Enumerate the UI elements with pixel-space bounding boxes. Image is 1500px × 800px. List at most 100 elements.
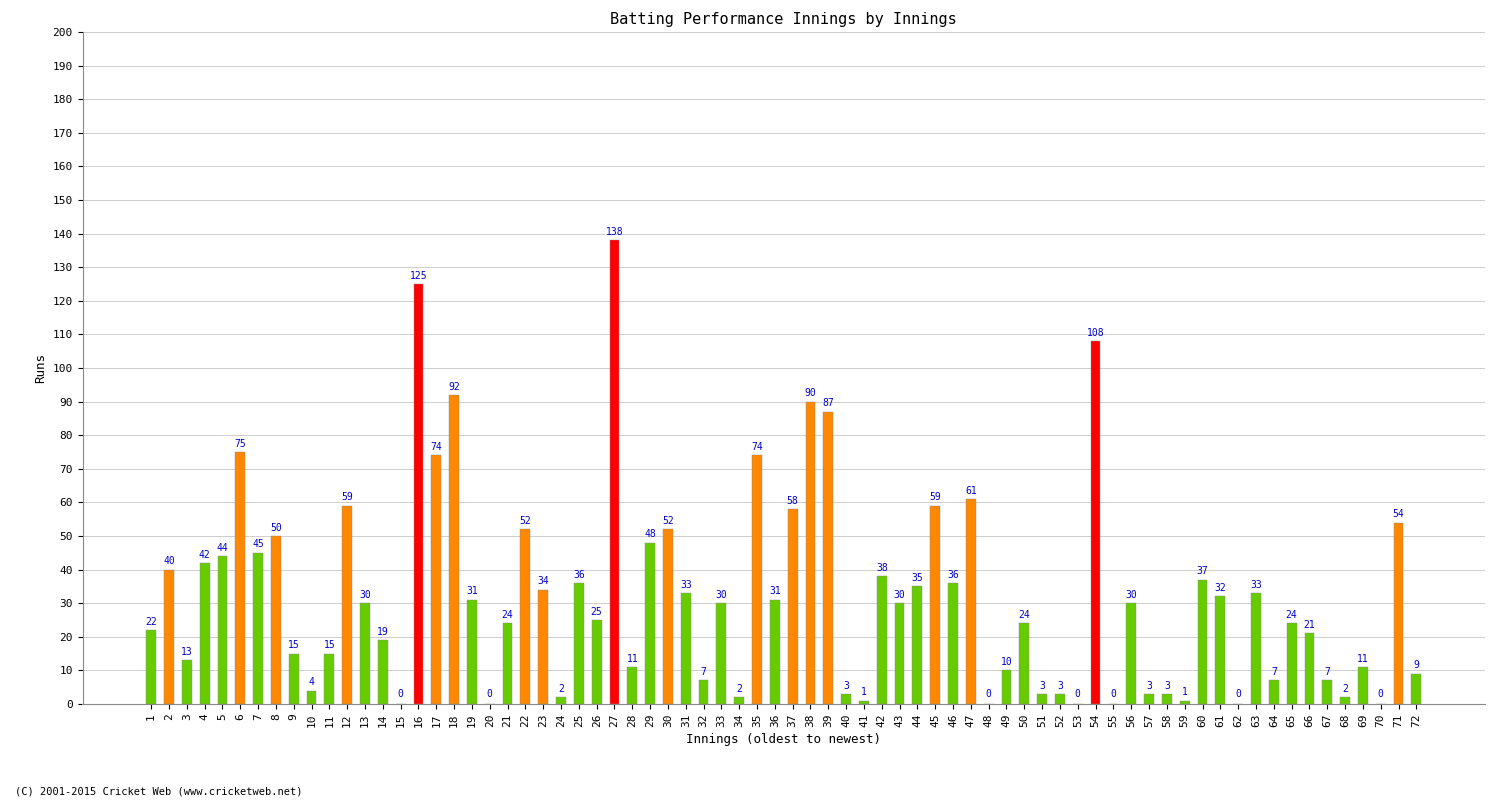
Bar (878, 576, 886, 704)
Text: 31: 31 (466, 586, 478, 597)
Bar (1002, 670, 1011, 704)
Text: 30: 30 (358, 590, 370, 600)
Bar (272, 536, 280, 704)
Bar (1197, 580, 1208, 704)
Text: 1: 1 (861, 687, 867, 698)
Bar (1340, 698, 1350, 704)
Bar (503, 623, 513, 704)
Text: 34: 34 (537, 576, 549, 586)
Text: 4: 4 (309, 677, 315, 687)
Bar (788, 509, 798, 704)
Text: 13: 13 (182, 647, 192, 657)
Text: 59: 59 (930, 492, 940, 502)
Bar (966, 499, 976, 704)
Text: 45: 45 (252, 539, 264, 550)
Bar (556, 698, 566, 704)
Bar (1036, 694, 1047, 704)
X-axis label: Innings (oldest to newest): Innings (oldest to newest) (686, 733, 882, 746)
Text: 30: 30 (716, 590, 728, 600)
Bar (894, 603, 904, 704)
Text: 15: 15 (324, 640, 334, 650)
Bar (574, 583, 584, 704)
Title: Batting Performance Innings by Innings: Batting Performance Innings by Innings (610, 12, 957, 26)
Text: 40: 40 (164, 556, 176, 566)
Bar (681, 593, 690, 704)
Text: 90: 90 (804, 388, 816, 398)
Text: 0: 0 (1378, 689, 1383, 699)
Text: (C) 2001-2015 Cricket Web (www.cricketweb.net): (C) 2001-2015 Cricket Web (www.cricketwe… (15, 786, 303, 796)
Bar (770, 600, 780, 704)
Text: 37: 37 (1197, 566, 1209, 576)
Text: 21: 21 (1304, 620, 1316, 630)
Text: 31: 31 (770, 586, 780, 597)
Text: 59: 59 (342, 492, 352, 502)
Bar (1394, 522, 1404, 704)
Text: 0: 0 (398, 689, 404, 699)
Bar (1215, 597, 1225, 704)
Text: 33: 33 (680, 580, 692, 590)
Text: 24: 24 (501, 610, 513, 620)
Text: 44: 44 (216, 542, 228, 553)
Bar (1144, 694, 1154, 704)
Bar (217, 556, 228, 704)
Bar (290, 654, 298, 704)
Bar (1090, 341, 1101, 704)
Bar (609, 240, 619, 704)
Bar (859, 701, 868, 704)
Bar (930, 506, 940, 704)
Text: 38: 38 (876, 563, 888, 573)
Bar (663, 530, 674, 704)
Bar (627, 667, 638, 704)
Bar (1323, 681, 1332, 704)
Bar (236, 452, 244, 704)
Text: 125: 125 (410, 270, 428, 281)
Text: 108: 108 (1088, 328, 1104, 338)
Text: 48: 48 (644, 530, 656, 539)
Bar (948, 583, 958, 704)
Bar (735, 698, 744, 704)
Text: 2: 2 (736, 684, 742, 694)
Text: 32: 32 (1215, 583, 1225, 593)
Bar (200, 563, 210, 704)
Bar (538, 590, 548, 704)
Text: 1: 1 (1182, 687, 1188, 698)
Text: 24: 24 (1286, 610, 1298, 620)
Bar (306, 690, 316, 704)
Text: 3: 3 (1146, 681, 1152, 690)
Bar (699, 681, 708, 704)
Text: 25: 25 (591, 606, 603, 617)
Bar (824, 412, 833, 704)
Text: 42: 42 (198, 550, 210, 559)
Bar (182, 660, 192, 704)
Bar (360, 603, 370, 704)
Bar (645, 542, 656, 704)
Y-axis label: Runs: Runs (34, 353, 46, 383)
Bar (1126, 603, 1136, 704)
Text: 11: 11 (627, 654, 638, 664)
Text: 0: 0 (1076, 689, 1080, 699)
Text: 3: 3 (1164, 681, 1170, 690)
Bar (1412, 674, 1420, 704)
Text: 61: 61 (964, 486, 976, 496)
Text: 7: 7 (700, 667, 706, 677)
Text: 10: 10 (1000, 657, 1012, 667)
Text: 52: 52 (662, 516, 674, 526)
Bar (432, 455, 441, 704)
Bar (806, 402, 816, 704)
Bar (591, 620, 602, 704)
Bar (448, 395, 459, 704)
Text: 92: 92 (448, 382, 460, 391)
Bar (254, 553, 262, 704)
Text: 7: 7 (1324, 667, 1330, 677)
Text: 9: 9 (1413, 661, 1419, 670)
Bar (342, 506, 352, 704)
Text: 138: 138 (606, 227, 624, 237)
Text: 74: 74 (430, 442, 442, 452)
Text: 36: 36 (573, 570, 585, 580)
Bar (1305, 634, 1314, 704)
Bar (164, 570, 174, 704)
Text: 15: 15 (288, 640, 300, 650)
Text: 22: 22 (146, 617, 158, 626)
Bar (1251, 593, 1262, 704)
Bar (1054, 694, 1065, 704)
